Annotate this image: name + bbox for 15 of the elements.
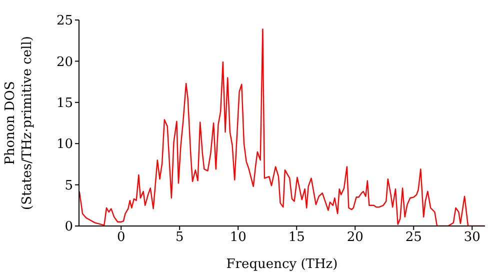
y-tick-label: 25 xyxy=(56,14,73,29)
x-tick-label: 5 xyxy=(175,230,184,246)
y-tick-label: 15 xyxy=(56,96,73,112)
y-tick-label: 5 xyxy=(64,178,73,194)
x-tick-label: 0 xyxy=(116,230,126,246)
x-tick-label: 10 xyxy=(230,230,246,246)
y-axis-title: Phonon DOS (States/THz·primitive cell) xyxy=(3,36,35,210)
y-tick-label: 0 xyxy=(64,220,73,235)
x-axis-title: Frequency (THz) xyxy=(226,257,338,272)
x-tick-label: 25 xyxy=(405,230,422,246)
y-tick-label: 10 xyxy=(56,137,73,152)
x-tick-label: 15 xyxy=(288,230,305,246)
x-tick-label: 20 xyxy=(346,230,364,246)
y-tick-label: 20 xyxy=(56,54,73,70)
x-tick-label: 30 xyxy=(464,230,480,246)
